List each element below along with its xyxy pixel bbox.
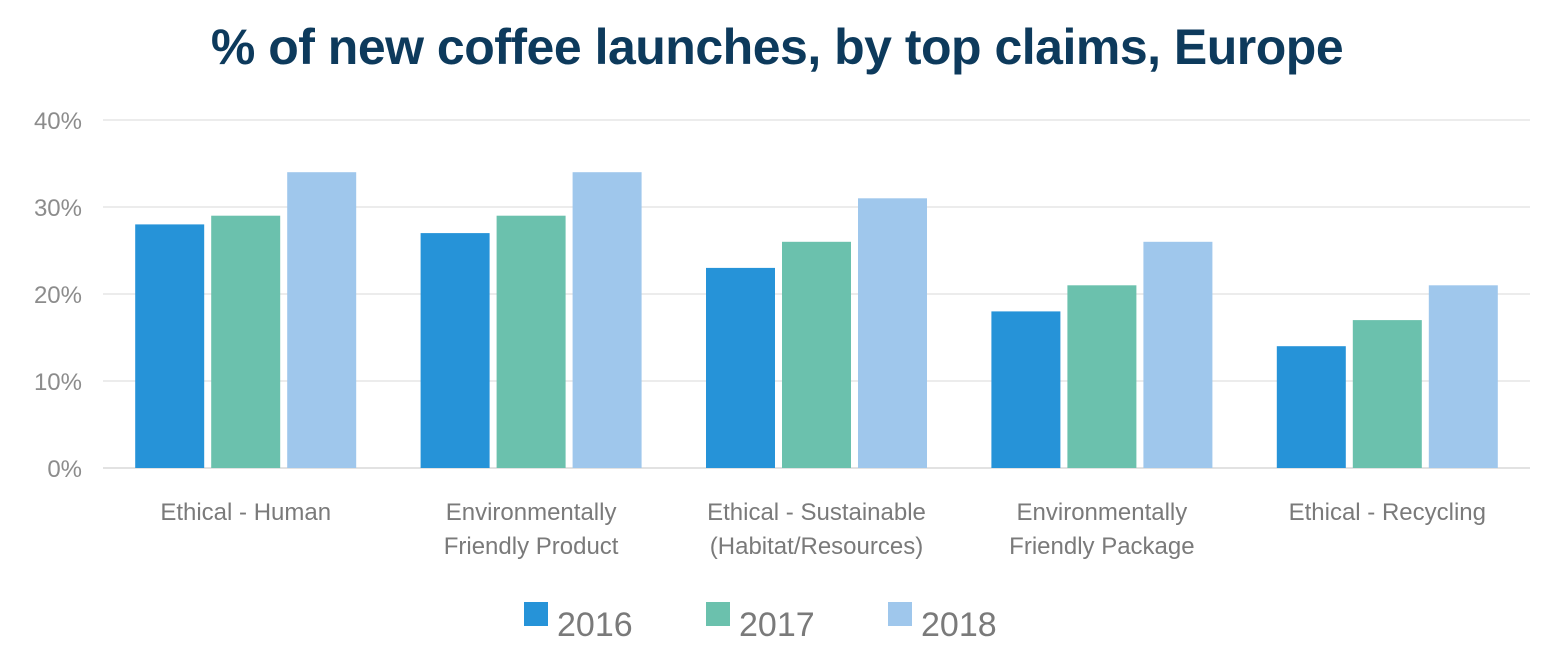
- bar-2018: [858, 198, 927, 469]
- legend-swatch-2016: [524, 602, 548, 626]
- legend-label-2017: 2017: [739, 606, 815, 644]
- x-tick-label: Ethical - Recycling: [1289, 499, 1486, 526]
- y-tick-label: 10%: [34, 369, 82, 396]
- bar-2017: [211, 215, 281, 468]
- bar-2016: [1276, 346, 1346, 468]
- y-axis: 0% 10% 20% 30% 40%: [34, 108, 82, 483]
- legend: 2016 2017 2018: [524, 602, 997, 644]
- legend-swatch-2018: [888, 602, 912, 626]
- legend-label-2018: 2018: [921, 606, 997, 644]
- bar-2017: [1352, 320, 1422, 468]
- bar-2018: [287, 172, 357, 468]
- y-tick-label: 0%: [47, 456, 82, 483]
- bar-2017: [1067, 285, 1137, 468]
- bar-2016: [420, 233, 490, 468]
- bars: [135, 172, 1498, 469]
- bar-2018: [1143, 241, 1213, 468]
- bar-2017: [782, 241, 851, 468]
- x-tick-label: Ethical - Sustainable: [707, 499, 926, 526]
- y-tick-label: 30%: [34, 195, 82, 222]
- x-tick-label: Environmentally: [446, 499, 617, 526]
- bar-2017: [496, 215, 566, 468]
- chart-title: % of new coffee launches, by top claims,…: [210, 19, 1344, 75]
- y-tick-label: 40%: [34, 108, 82, 135]
- x-tick-label: (Habitat/Resources): [710, 533, 923, 560]
- x-axis: Ethical - Human Environmentally Friendly P…: [160, 499, 1486, 560]
- bar-2018: [572, 172, 642, 468]
- x-tick-label: Friendly Product: [444, 533, 619, 560]
- bar-2016: [706, 267, 775, 468]
- legend-label-2016: 2016: [557, 606, 633, 644]
- x-tick-label: Friendly Package: [1009, 533, 1194, 560]
- bar-2018: [1428, 285, 1498, 468]
- x-tick-label: Ethical - Human: [160, 499, 331, 526]
- bar-2016: [991, 311, 1061, 468]
- y-tick-label: 20%: [34, 282, 82, 309]
- x-tick-label: Environmentally: [1017, 499, 1188, 526]
- bar-2016: [135, 224, 205, 468]
- legend-swatch-2017: [706, 602, 730, 626]
